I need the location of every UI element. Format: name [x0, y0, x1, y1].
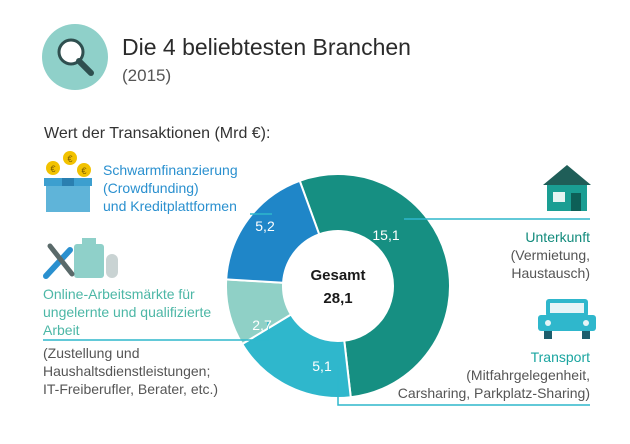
label-transport-sub-1: Carsharing, Parkplatz-Sharing) [397, 385, 590, 401]
magnifier-icon [57, 38, 94, 76]
slice-schwarm [225, 179, 321, 284]
page-title: Die 4 beliebtesten Branchen [122, 34, 411, 60]
label-schwarm: Schwarmfinanzierung (Crowdfunding) und K… [103, 161, 238, 215]
chart-caption: Wert der Transaktionen (Mrd €): [44, 125, 271, 142]
house-icon [543, 165, 591, 211]
label-unterkunft-head-0: Unterkunft [525, 229, 590, 245]
label-transport-head-0: Transport [530, 349, 590, 365]
center-value: 28,1 [323, 290, 352, 307]
tools-icon [43, 238, 118, 279]
label-arbeit-head-2: Arbeit [43, 322, 80, 338]
value-label-transport: 5,1 [312, 358, 332, 374]
label-arbeit-head-0: Online-Arbeitsmärkte für [43, 286, 195, 302]
value-label-unterkunft: 15,1 [372, 227, 399, 243]
coins-box-icon: € € € [44, 151, 92, 212]
label-schwarm-head-0: Schwarmfinanzierung [103, 162, 238, 178]
label-arbeit-sub-0: (Zustellung und [43, 345, 140, 361]
page-subtitle: (2015) [122, 66, 172, 85]
label-arbeit-head-1: ungelernte und qualifizierte [43, 304, 212, 320]
value-label-schwarm: 5,2 [255, 218, 275, 234]
label-unterkunft-sub-1: Haustausch) [511, 265, 590, 281]
slice-unterkunft [298, 173, 451, 399]
label-arbeit-sub-2: IT-Freiberufler, Berater, etc.) [43, 381, 219, 397]
header-icon-circle [42, 24, 108, 90]
label-transport-sub-0: (Mitfahrgelegenheit, [466, 367, 590, 383]
leader-arbeit [43, 322, 269, 341]
label-arbeit: Online-Arbeitsmärkte für ungelernte und … [43, 285, 218, 398]
car-icon [538, 299, 596, 339]
label-unterkunft: Unterkunft (Vermietung, Haustausch) [511, 228, 590, 282]
value-label-arbeit: 2,7 [252, 317, 272, 333]
label-schwarm-head-2: und Kreditplattformen [103, 198, 237, 214]
label-unterkunft-sub-0: (Vermietung, [510, 247, 590, 263]
leader-transport [337, 366, 590, 406]
label-arbeit-sub-1: Haushaltsdienstleistungen; [43, 363, 211, 379]
center-label: Gesamt [310, 267, 365, 284]
coin-symbol: € [81, 166, 86, 176]
coin-symbol: € [50, 164, 55, 174]
label-transport: Transport (Mitfahrgelegenheit, Carsharin… [398, 348, 590, 402]
coin-symbol: € [67, 154, 72, 164]
label-schwarm-head-1: (Crowdfunding) [103, 180, 199, 196]
